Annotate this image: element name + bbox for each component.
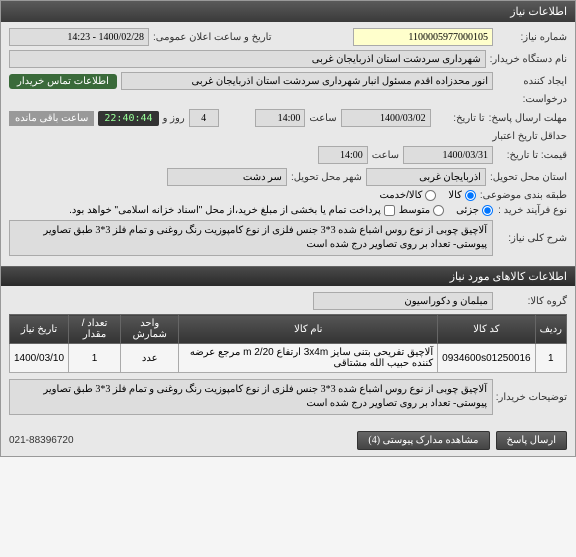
buyer-desc-text[interactable] bbox=[9, 379, 493, 415]
remain-badge: ساعت باقی مانده bbox=[9, 111, 94, 126]
announce-label: تاریخ و ساعت اعلان عمومی: bbox=[153, 32, 272, 43]
radio-service-input[interactable] bbox=[425, 190, 436, 201]
general-desc[interactable] bbox=[9, 220, 493, 256]
buyer-desc-label: توضیحات خریدار: bbox=[497, 392, 567, 403]
radio-mid[interactable]: متوسط bbox=[399, 205, 444, 216]
request-label: درخواست: bbox=[497, 94, 567, 105]
todate-label: تا تاریخ: bbox=[435, 113, 485, 124]
days-field bbox=[189, 109, 219, 127]
radio-low-input[interactable] bbox=[482, 205, 493, 216]
radio-low-label: جزئی bbox=[456, 205, 479, 216]
window-title: اطلاعات نیاز bbox=[510, 6, 567, 18]
prov-field bbox=[366, 168, 486, 186]
group-label: گروه کالا: bbox=[497, 296, 567, 307]
process-radios: جزئی متوسط bbox=[399, 205, 493, 216]
form-main: شماره نیاز: تاریخ و ساعت اعلان عمومی: نا… bbox=[1, 22, 575, 266]
radio-kala[interactable]: کالا bbox=[448, 190, 476, 201]
partial-pay-check[interactable]: پرداخت تمام یا بخشی از مبلغ خرید،از محل … bbox=[69, 205, 395, 216]
table-header: تاریخ نیاز bbox=[10, 315, 69, 344]
table-cell: 1 bbox=[535, 344, 566, 373]
general-label: شرح کلی نیاز: bbox=[497, 233, 567, 244]
table-cell: 1400/03/10 bbox=[10, 344, 69, 373]
radio-mid-input[interactable] bbox=[433, 205, 444, 216]
city-label: شهر محل تحویل: bbox=[291, 172, 362, 183]
announce-field bbox=[9, 28, 149, 46]
titlebar: اطلاعات نیاز bbox=[1, 1, 575, 22]
minvalid-label: حداقل تاریخ اعتبار bbox=[492, 131, 567, 142]
time1-field bbox=[255, 109, 305, 127]
view-attach-button[interactable]: مشاهده مدارک پیوستی (4) bbox=[357, 431, 489, 450]
date2-field bbox=[403, 146, 493, 164]
table-cell: آلاچیق تفریحی بتنی سایز 3x4m ارتفاع 2/20… bbox=[179, 344, 438, 373]
creator-label: ایجاد کننده bbox=[497, 76, 567, 87]
buyer-label: نام دستگاه خریدار: bbox=[490, 54, 567, 65]
goods-area: گروه کالا: ردیفکد کالانام کالاواحد شمارش… bbox=[1, 286, 575, 425]
partial-pay-checkbox[interactable] bbox=[384, 205, 395, 216]
section2-title: اطلاعات کالاهای مورد نیاز bbox=[450, 271, 567, 283]
group-field bbox=[313, 292, 493, 310]
table-cell: عدد bbox=[121, 344, 179, 373]
radio-kala-label: کالا bbox=[448, 190, 462, 201]
section2-header: اطلاعات کالاهای مورد نیاز bbox=[1, 266, 575, 286]
time2-field bbox=[318, 146, 368, 164]
city-field bbox=[167, 168, 287, 186]
time-label-1: ساعت bbox=[309, 113, 336, 124]
process-label: نوع فرآیند خرید : bbox=[497, 205, 567, 216]
table-header: تعداد / مقدار bbox=[69, 315, 121, 344]
time-label-2: ساعت bbox=[372, 150, 399, 161]
radio-service[interactable]: کالا/خدمت bbox=[379, 190, 436, 201]
radio-service-label: کالا/خدمت bbox=[379, 190, 422, 201]
days-label: روز و bbox=[163, 113, 185, 124]
contact-badge[interactable]: اطلاعات تماس خریدار bbox=[9, 74, 117, 89]
reply-button[interactable]: ارسال پاسخ bbox=[496, 431, 567, 450]
table-cell: 0934600s01250016 bbox=[438, 344, 535, 373]
radio-mid-label: متوسط bbox=[399, 205, 430, 216]
prov-label: استان محل تحویل: bbox=[490, 172, 567, 183]
radio-low[interactable]: جزئی bbox=[456, 205, 493, 216]
table-header: نام کالا bbox=[179, 315, 438, 344]
table-cell: 1 bbox=[69, 344, 121, 373]
budget-label: طبقه بندی موضوعی: bbox=[480, 190, 567, 201]
countdown-badge: 22:40:44 bbox=[98, 111, 158, 126]
date1-field bbox=[341, 109, 431, 127]
table-header: واحد شمارش bbox=[121, 315, 179, 344]
table-header: کد کالا bbox=[438, 315, 535, 344]
buyer-field bbox=[9, 50, 486, 68]
footer-buttons: ارسال پاسخ مشاهده مدارک پیوستی (4) 021-8… bbox=[1, 425, 575, 456]
phone-text: 021-88396720 bbox=[9, 435, 74, 446]
creator-field bbox=[121, 72, 493, 90]
partial-pay-label: پرداخت تمام یا بخشی از مبلغ خرید،از محل … bbox=[69, 205, 381, 216]
goods-table: ردیفکد کالانام کالاواحد شمارشتعداد / مقد… bbox=[9, 314, 567, 373]
need-no-field[interactable] bbox=[353, 28, 493, 46]
window: اطلاعات نیاز شماره نیاز: تاریخ و ساعت اع… bbox=[0, 0, 576, 457]
budget-radios: کالا کالا/خدمت bbox=[379, 190, 475, 201]
todate2-label: قیمت: تا تاریخ: bbox=[497, 150, 567, 161]
need-no-label: شماره نیاز: bbox=[497, 32, 567, 43]
radio-kala-input[interactable] bbox=[465, 190, 476, 201]
table-header: ردیف bbox=[535, 315, 566, 344]
deadline-label: مهلت ارسال پاسخ: bbox=[489, 113, 567, 124]
table-row[interactable]: 10934600s01250016آلاچیق تفریحی بتنی سایز… bbox=[10, 344, 567, 373]
